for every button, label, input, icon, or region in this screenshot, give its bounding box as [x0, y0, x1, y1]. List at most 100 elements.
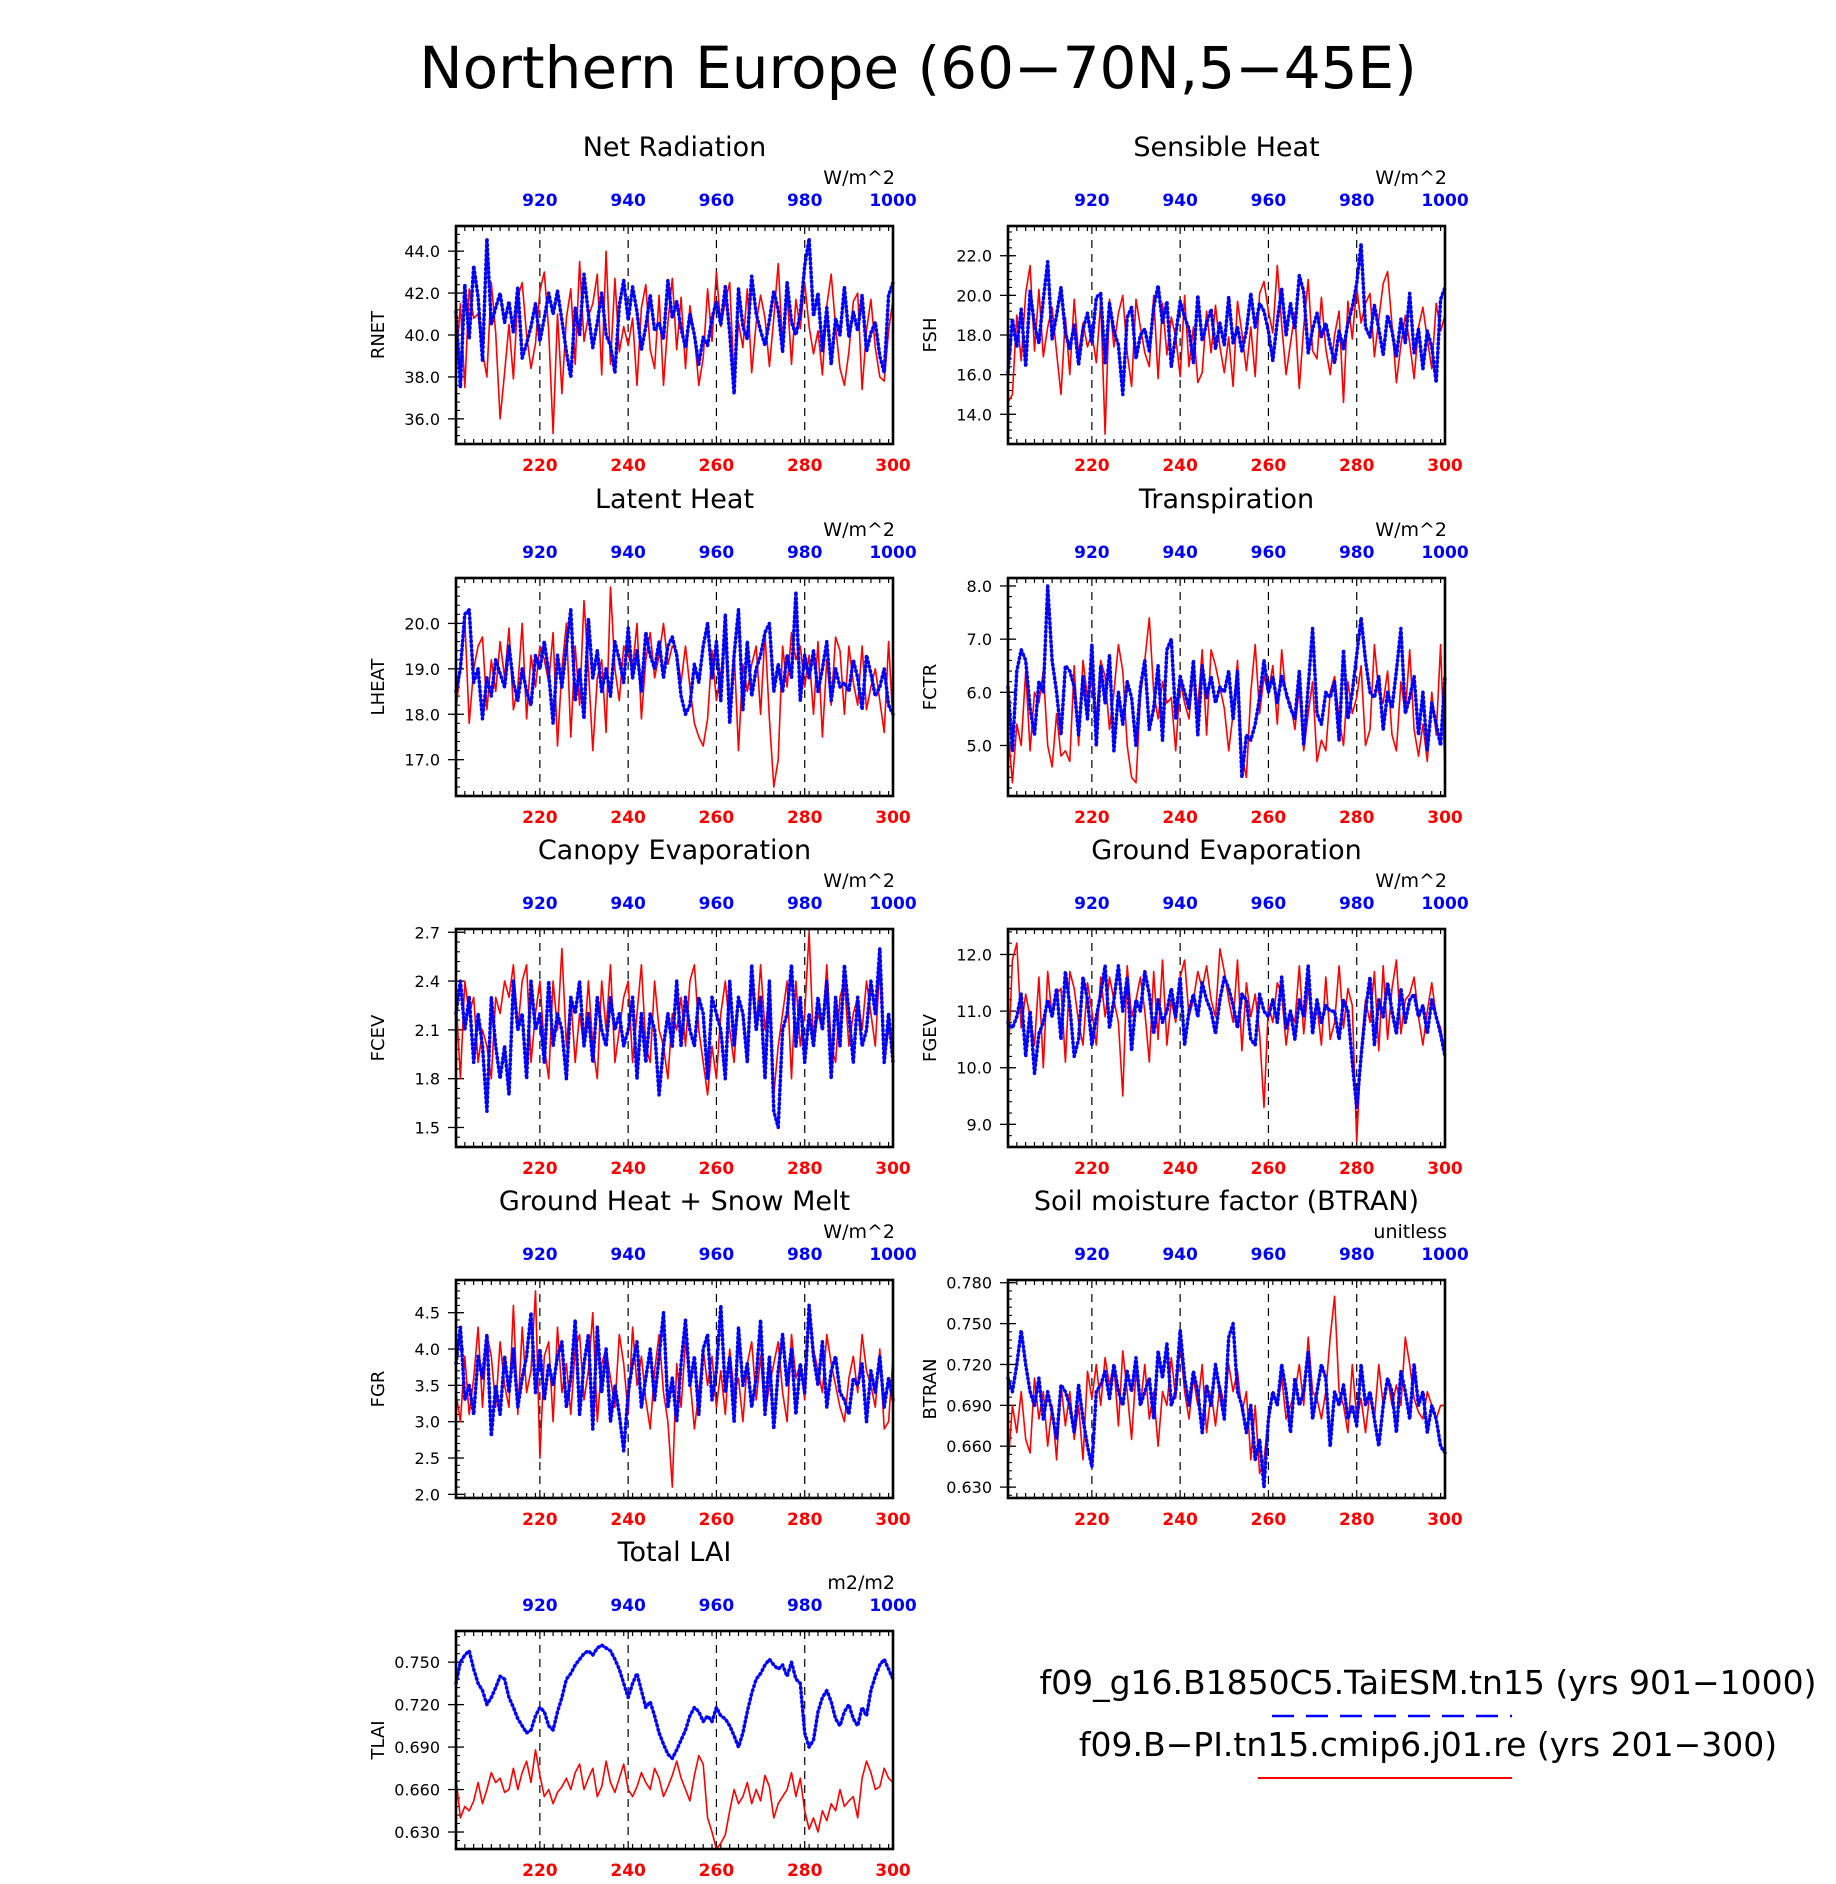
panel-fctr: Transpiration W/m^2 220 240 260 280 300 920 940 9…: [920, 484, 1469, 828]
y-axis-label: FGR: [368, 1371, 389, 1408]
x-tick-label: 280: [787, 808, 823, 828]
y-tick-label: 0.690: [394, 1738, 440, 1757]
plot-frame: [1006, 576, 1447, 798]
x-tick-label: 220: [522, 1159, 558, 1179]
units-label: W/m^2: [823, 870, 895, 892]
panel-title: Latent Heat: [595, 484, 754, 515]
top-tick-label: 920: [1074, 543, 1110, 563]
series-run1-line: [455, 1290, 894, 1488]
y-tick-label: 18.0: [956, 326, 992, 345]
top-tick-label: 960: [699, 191, 735, 211]
panel-fsh: Sensible Heat W/m^2 220 240 260 280 300 920 940 9…: [920, 132, 1469, 476]
y-tick-label: 42.0: [404, 284, 440, 303]
x-tick-label: 240: [610, 808, 646, 828]
panel-fgev: Ground Evaporation W/m^2 220 240 260 280 300 92…: [920, 835, 1469, 1179]
top-tick-label: 1000: [869, 1596, 916, 1616]
top-tick-label: 1000: [869, 191, 916, 211]
x-tick-label: 280: [1339, 1510, 1375, 1530]
top-tick-label: 980: [1339, 1245, 1375, 1265]
x-tick-label: 240: [610, 456, 646, 476]
top-tick-label: 960: [1251, 1245, 1287, 1265]
x-tick-label: 260: [699, 1861, 735, 1881]
top-tick-label: 940: [610, 1596, 646, 1616]
top-tick-label: 1000: [869, 1245, 916, 1265]
top-tick-label: 960: [699, 543, 735, 563]
panel-title: Ground Evaporation: [1091, 835, 1362, 866]
y-tick-label: 8.0: [967, 577, 992, 596]
x-tick-label: 300: [1427, 456, 1463, 476]
units-label: W/m^2: [823, 1221, 895, 1243]
top-tick-label: 1000: [869, 543, 916, 563]
y-tick-label: 7.0: [967, 630, 992, 649]
units-label: W/m^2: [1375, 167, 1447, 189]
y-tick-label: 2.4: [415, 972, 440, 991]
y-tick-label: 0.780: [946, 1274, 992, 1293]
y-axis-label: BTRAN: [920, 1359, 941, 1420]
x-tick-label: 280: [1339, 1159, 1375, 1179]
x-tick-label: 220: [1074, 456, 1110, 476]
units-label: W/m^2: [1375, 870, 1447, 892]
x-tick-label: 240: [1162, 1510, 1198, 1530]
top-tick-label: 960: [699, 894, 735, 914]
x-tick-label: 240: [610, 1159, 646, 1179]
series-run2-line: [454, 946, 895, 1130]
top-tick-label: 960: [699, 1245, 735, 1265]
y-tick-label: 0.720: [394, 1696, 440, 1715]
panels: Net Radiation W/m^2 220 240 260 280 300 920 940 9…: [368, 132, 1469, 1881]
panel-rnet: Net Radiation W/m^2 220 240 260 280 300 920 940 9…: [368, 132, 917, 476]
x-tick-label: 220: [522, 456, 558, 476]
x-tick-label: 300: [1427, 808, 1463, 828]
y-tick-label: 14.0: [956, 405, 992, 424]
y-tick-label: 2.5: [415, 1449, 440, 1468]
series-run2-line: [454, 1303, 895, 1453]
panel-lheat: Latent Heat W/m^2 220 240 260 280 300 920 940 960…: [368, 484, 917, 828]
panel-title: Sensible Heat: [1133, 132, 1319, 163]
top-tick-label: 940: [1162, 1245, 1198, 1265]
y-axis-label: FCEV: [368, 1014, 389, 1061]
x-tick-label: 260: [699, 1510, 735, 1530]
top-tick-label: 960: [1251, 894, 1287, 914]
top-tick-label: 960: [699, 1596, 735, 1616]
top-tick-label: 960: [1251, 543, 1287, 563]
x-tick-label: 260: [1251, 1159, 1287, 1179]
x-tick-label: 280: [787, 1861, 823, 1881]
y-tick-label: 17.0: [404, 751, 440, 770]
y-tick-label: 2.1: [415, 1021, 440, 1040]
y-tick-label: 22.0: [956, 247, 992, 266]
y-tick-label: 38.0: [404, 368, 440, 387]
top-tick-label: 1000: [1421, 894, 1468, 914]
x-tick-label: 240: [610, 1861, 646, 1881]
y-tick-label: 1.5: [415, 1118, 440, 1137]
panel-tlai: Total LAI m2/m2 220 240 260 280 300 920 940 960 98…: [368, 1537, 917, 1881]
panel-title: Net Radiation: [583, 132, 767, 163]
y-tick-label: 0.660: [394, 1781, 440, 1800]
y-tick-label: 44.0: [404, 242, 440, 261]
y-tick-label: 36.0: [404, 410, 440, 429]
x-tick-label: 260: [699, 808, 735, 828]
x-tick-label: 220: [1074, 808, 1110, 828]
y-tick-label: 3.0: [415, 1413, 440, 1432]
x-tick-label: 260: [699, 1159, 735, 1179]
x-tick-label: 240: [610, 1510, 646, 1530]
y-tick-label: 0.630: [946, 1478, 992, 1497]
top-tick-label: 980: [787, 1596, 823, 1616]
top-tick-label: 940: [1162, 543, 1198, 563]
x-tick-label: 300: [875, 456, 911, 476]
y-tick-label: 12.0: [956, 945, 992, 964]
y-tick-label: 2.7: [415, 923, 440, 942]
top-tick-label: 980: [1339, 543, 1375, 563]
y-tick-label: 20.0: [404, 614, 440, 633]
plot-frame: [454, 1629, 895, 1851]
x-tick-label: 260: [1251, 808, 1287, 828]
top-tick-label: 980: [787, 543, 823, 563]
top-tick-label: 980: [1339, 894, 1375, 914]
series-run1-line: [1007, 264, 1446, 435]
series-run1-line: [455, 586, 894, 788]
x-tick-label: 240: [1162, 1159, 1198, 1179]
top-tick-label: 940: [610, 1245, 646, 1265]
legend-entry-2: f09.B−PI.tn15.cmip6.j01.re (yrs 201−300): [1079, 1725, 1777, 1764]
y-tick-label: 0.630: [394, 1823, 440, 1842]
panel-title: Canopy Evaporation: [538, 835, 811, 866]
y-tick-label: 2.0: [415, 1485, 440, 1504]
